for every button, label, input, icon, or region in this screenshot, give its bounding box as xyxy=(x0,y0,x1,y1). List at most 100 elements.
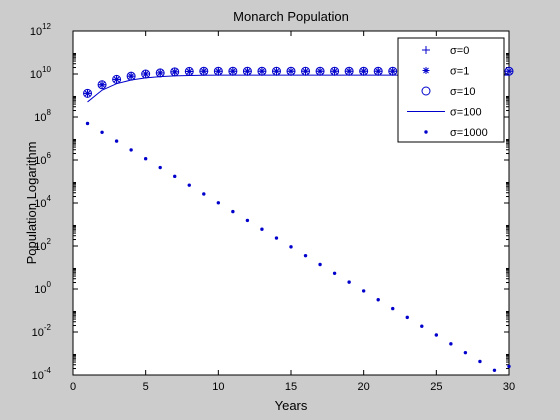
data-point xyxy=(202,192,206,196)
legend-label: σ=0 xyxy=(450,45,469,57)
x-tick-label: 30 xyxy=(503,381,515,393)
data-point xyxy=(302,67,310,75)
data-point xyxy=(289,245,293,249)
x-tick-label: 5 xyxy=(143,381,149,393)
data-point xyxy=(405,315,409,320)
data-point xyxy=(478,359,482,364)
data-point xyxy=(200,67,208,75)
data-point xyxy=(374,67,382,75)
data-point xyxy=(85,121,90,126)
data-point xyxy=(158,165,162,170)
series-4 xyxy=(85,121,511,372)
data-point xyxy=(507,364,511,369)
data-point xyxy=(113,75,121,83)
data-point xyxy=(97,80,107,90)
data-point xyxy=(331,67,339,75)
y-tick-label: 104 xyxy=(34,194,51,210)
y-tick-exponent: 8 xyxy=(47,108,52,117)
y-tick-exponent: -2 xyxy=(44,323,52,332)
data-point xyxy=(83,88,93,98)
legend-marker xyxy=(421,86,431,96)
x-tick-label: 20 xyxy=(358,381,370,393)
y-tick-exponent: 10 xyxy=(42,65,51,74)
y-tick-exponent: 4 xyxy=(47,194,52,203)
chart-title: Monarch Population xyxy=(233,9,349,24)
legend-item: σ=1000 xyxy=(424,127,488,139)
data-point xyxy=(391,306,395,311)
y-axis-label: Population Logarithm xyxy=(24,142,39,265)
y-tick-base: 10 xyxy=(30,69,42,81)
data-point xyxy=(345,67,353,75)
data-point xyxy=(142,70,150,78)
data-point xyxy=(243,67,251,75)
y-tick-label: 106 xyxy=(34,151,51,167)
x-tick-label: 0 xyxy=(70,381,76,393)
y-tick-base: 10 xyxy=(34,112,46,124)
y-tick-label: 10-4 xyxy=(32,366,52,382)
data-point xyxy=(156,69,164,77)
data-point xyxy=(260,227,264,231)
data-point xyxy=(143,157,148,161)
data-point xyxy=(171,68,179,76)
data-point xyxy=(376,298,380,302)
data-point xyxy=(98,81,106,89)
data-point xyxy=(449,342,453,346)
y-tick-base: 10 xyxy=(32,327,44,339)
y-tick-base: 10 xyxy=(34,284,46,296)
y-tick-exponent: 6 xyxy=(47,151,52,160)
y-tick-base: 10 xyxy=(30,26,42,38)
x-axis-label: Years xyxy=(275,398,308,413)
legend-box xyxy=(397,37,505,143)
data-point xyxy=(100,130,104,134)
y-tick-label: 10-2 xyxy=(32,323,52,339)
data-point xyxy=(114,139,119,143)
data-point xyxy=(173,174,177,179)
x-tick-label: 10 xyxy=(212,381,224,393)
y-tick-exponent: -4 xyxy=(44,366,52,375)
legend-marker xyxy=(424,130,428,134)
data-point xyxy=(127,72,135,80)
data-point xyxy=(332,271,337,276)
y-tick-label: 108 xyxy=(34,108,51,124)
y-tick-label: 1012 xyxy=(30,22,52,38)
y-tick-exponent: 2 xyxy=(47,237,52,246)
data-point xyxy=(129,148,133,152)
y-tick-base: 10 xyxy=(32,370,44,382)
y-tick-label: 1010 xyxy=(30,65,52,81)
data-point xyxy=(216,201,221,205)
y-tick-label: 102 xyxy=(34,237,51,253)
y-tick-base: 10 xyxy=(34,241,46,253)
y-tick-exponent: 12 xyxy=(42,22,51,31)
data-point xyxy=(272,67,280,75)
data-point xyxy=(316,67,324,75)
y-tick-label: 100 xyxy=(34,280,51,296)
legend-label: σ=10 xyxy=(450,86,475,98)
data-point xyxy=(434,333,439,337)
legend-marker xyxy=(422,67,430,74)
data-point xyxy=(463,350,468,355)
data-point xyxy=(389,67,397,75)
data-point xyxy=(214,67,222,75)
legend-label: σ=100 xyxy=(450,107,482,119)
data-point xyxy=(274,236,279,240)
data-point xyxy=(360,67,368,75)
data-point xyxy=(258,67,266,75)
legend-item: σ=100 xyxy=(407,107,482,119)
data-point xyxy=(492,368,497,372)
legend: σ=0 σ=1 σ=10 σ=100 σ=1000 xyxy=(397,37,505,143)
data-point xyxy=(347,280,351,284)
data-point xyxy=(505,67,513,75)
data-point xyxy=(245,218,250,223)
x-tick-label: 15 xyxy=(285,381,297,393)
legend-marker xyxy=(422,46,430,54)
data-point xyxy=(231,209,235,214)
legend-item: σ=10 xyxy=(421,86,475,98)
data-point xyxy=(185,67,193,75)
data-point xyxy=(303,253,308,258)
x-axis: 0 5 10 15 20 25 30 xyxy=(70,31,515,393)
legend-item: σ=1 xyxy=(422,66,469,78)
data-point xyxy=(361,289,366,293)
data-point xyxy=(420,324,424,328)
